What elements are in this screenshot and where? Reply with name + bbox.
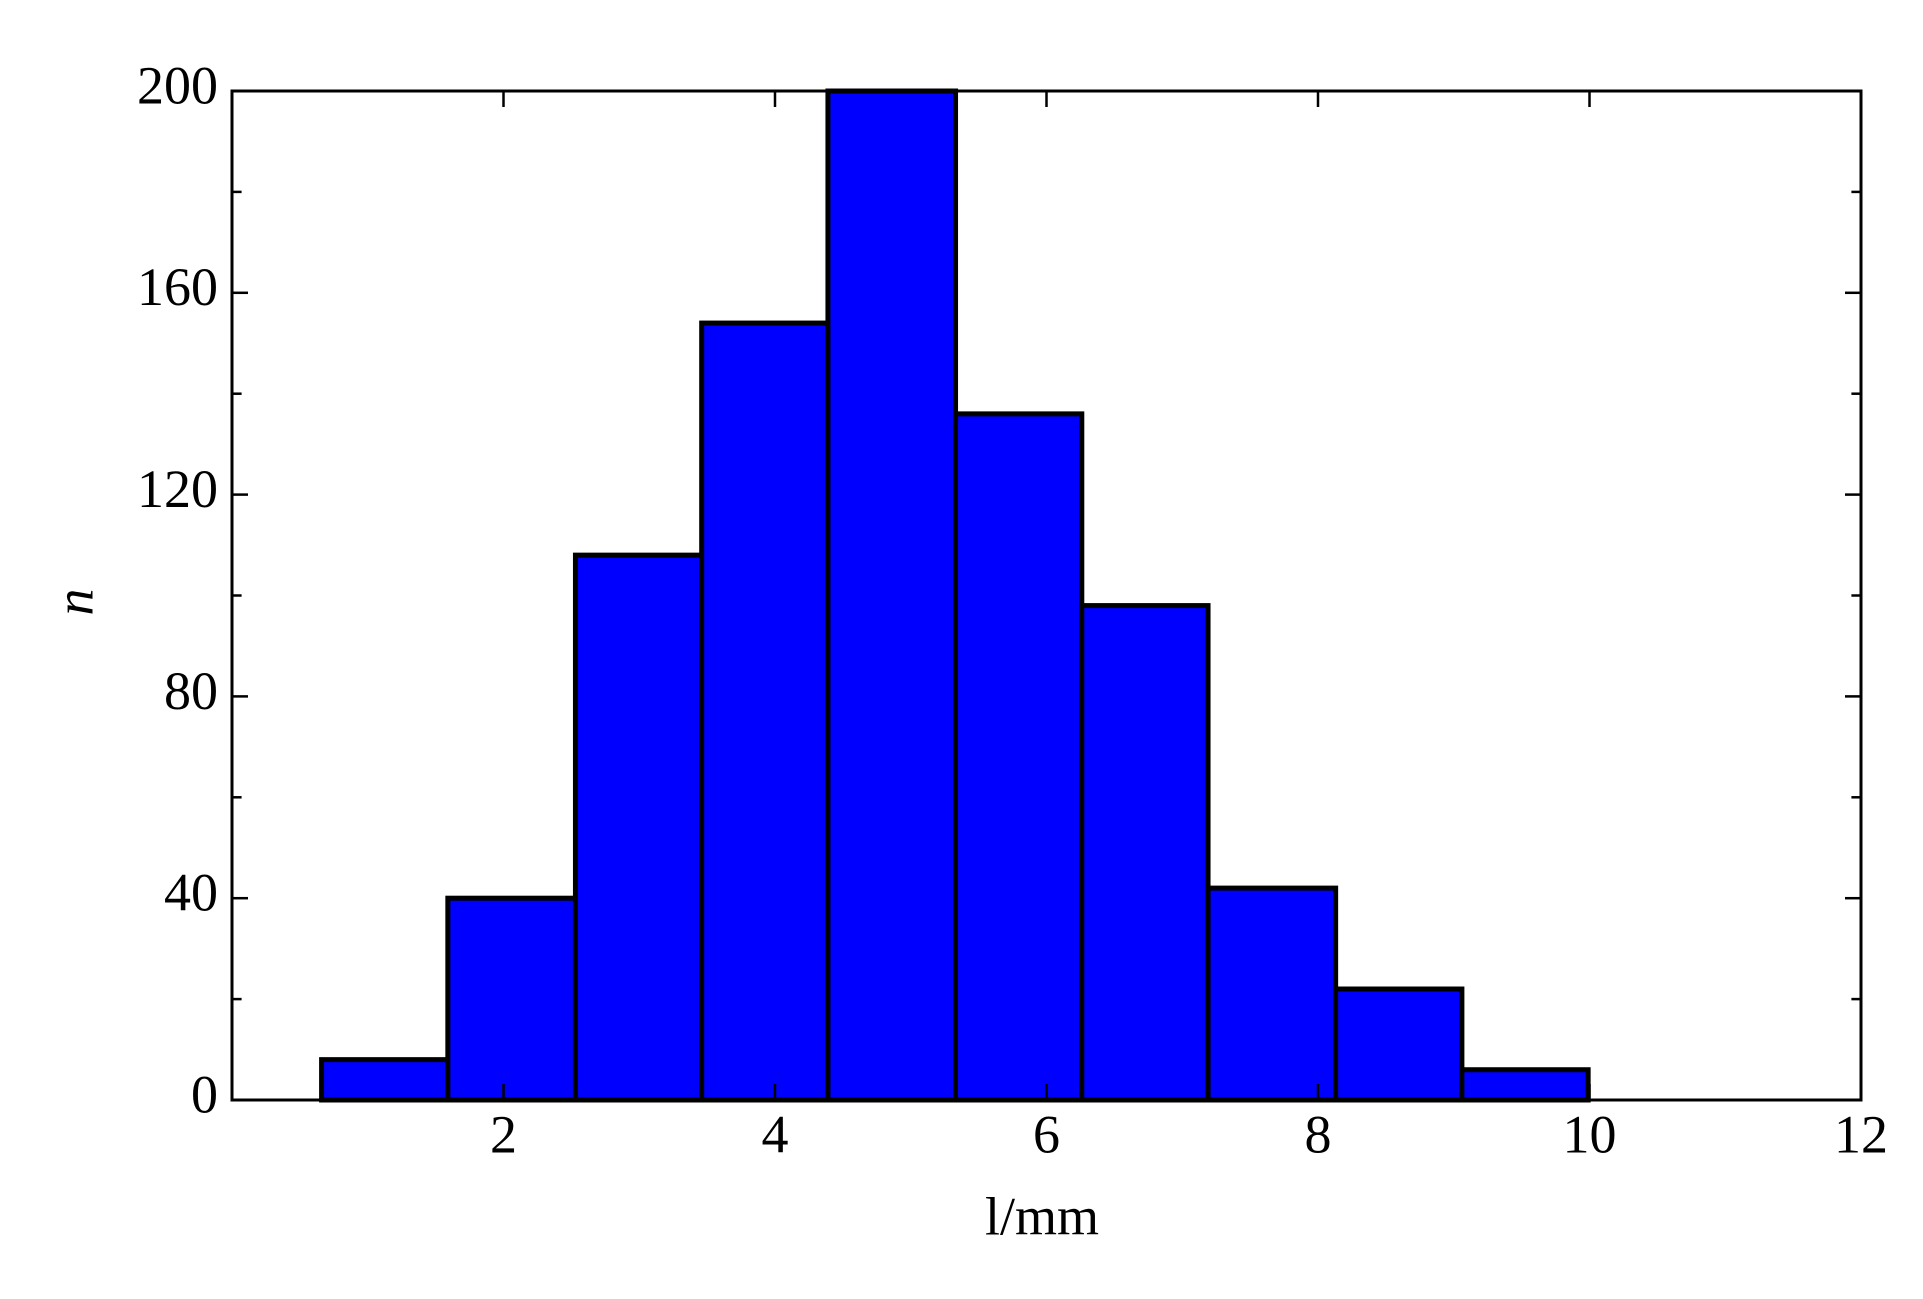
- y-axis-label: n: [44, 589, 104, 616]
- bar: [319, 1057, 451, 1103]
- x-tick-label: 12: [1834, 1104, 1888, 1164]
- y-tick-label: 200: [137, 55, 218, 115]
- bar: [1333, 986, 1465, 1103]
- bar: [1079, 603, 1211, 1103]
- bar: [699, 320, 831, 1103]
- y-tick-label: 80: [164, 661, 218, 721]
- x-axis-label: l/mm: [985, 1186, 1099, 1246]
- x-tick-label: 6: [1033, 1104, 1060, 1164]
- bar: [953, 411, 1085, 1103]
- x-tick-label: 8: [1305, 1104, 1332, 1164]
- bar: [445, 895, 578, 1103]
- y-tick-label: 0: [191, 1064, 218, 1124]
- bar: [1205, 885, 1339, 1103]
- x-tick-label: 2: [490, 1104, 517, 1164]
- x-tick-label: 10: [1563, 1104, 1617, 1164]
- bar: [1459, 1067, 1591, 1103]
- y-tick-label: 120: [137, 459, 218, 519]
- bar: [825, 88, 959, 1103]
- bar: [572, 552, 705, 1103]
- x-tick-label: 4: [762, 1104, 789, 1164]
- y-tick-label: 160: [137, 257, 218, 317]
- y-tick-label: 40: [164, 863, 218, 923]
